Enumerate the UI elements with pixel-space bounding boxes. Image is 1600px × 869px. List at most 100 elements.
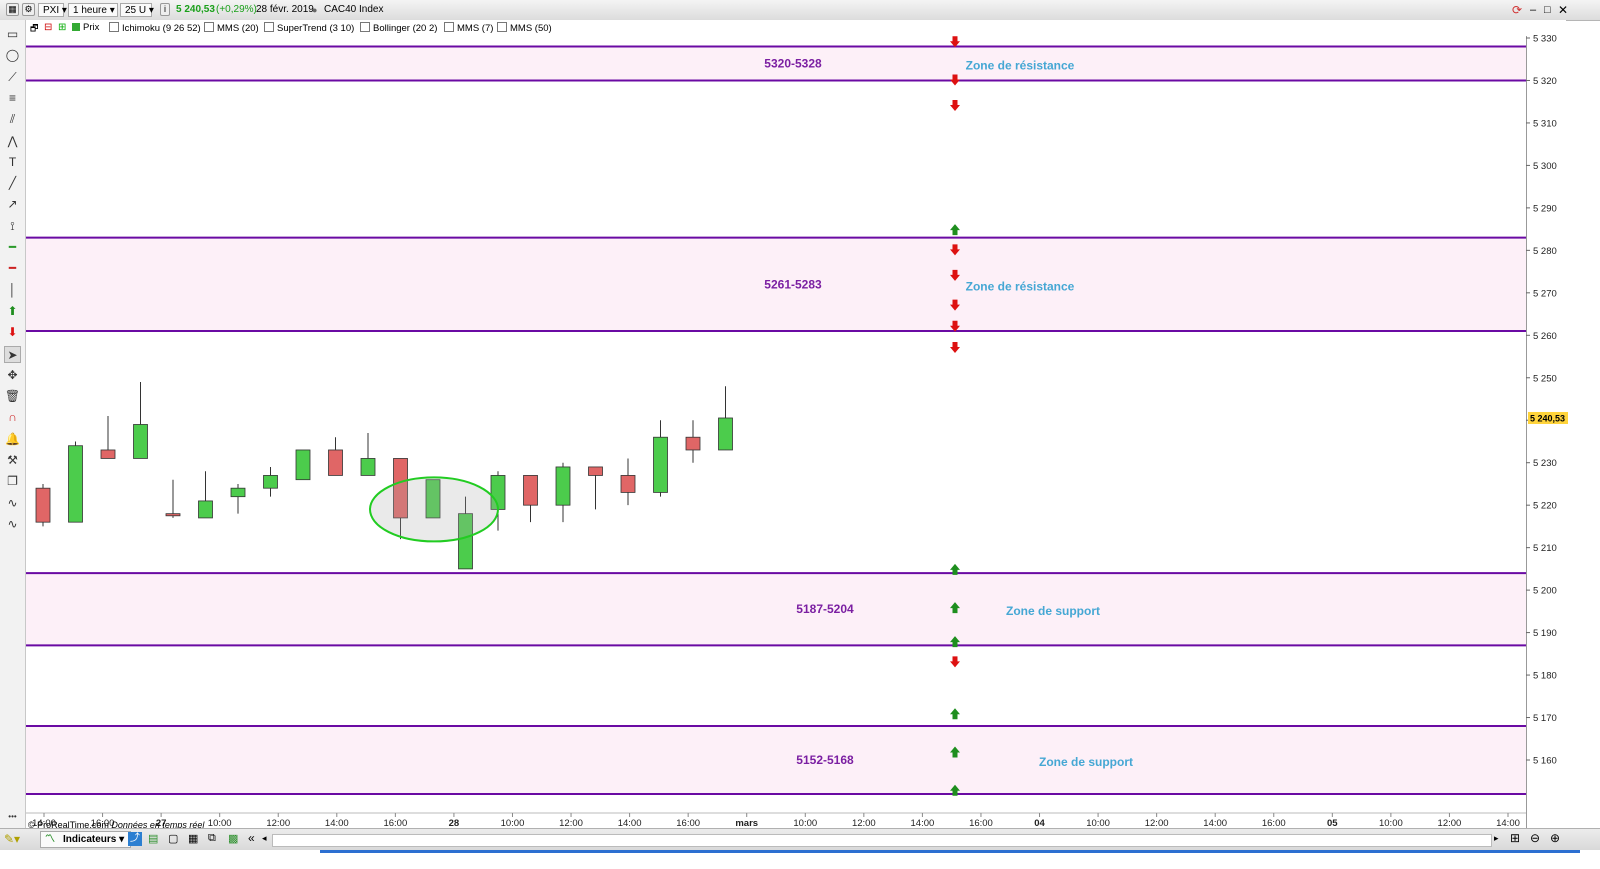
x-tick-label: 10:00 <box>793 818 817 829</box>
indicator-ichimoku[interactable]: Ichimoku (9 26 52) <box>109 22 201 34</box>
indicator-mms7[interactable]: MMS (7) <box>444 22 493 34</box>
symbol-dropdown[interactable]: PXI ▾ <box>38 3 67 17</box>
layout-icon[interactable]: ▦ <box>6 3 19 16</box>
zone-range-label: 5261-5283 <box>764 277 822 291</box>
chart-pattern-icon[interactable]: ⟋ <box>8 69 17 84</box>
indicator-mms20[interactable]: MMS (20) <box>204 22 259 34</box>
alert-bell-icon[interactable]: 🔔 <box>5 431 20 446</box>
line-icon[interactable]: ╱ <box>8 176 17 191</box>
indicators-label: Indicateurs <box>63 834 117 845</box>
x-tick-label: 12:00 <box>266 818 290 829</box>
y-tick-label: 5 270 <box>1533 288 1557 299</box>
rectangle-icon[interactable]: ▭ <box>6 27 19 41</box>
units-dropdown[interactable]: 25 U ▾ <box>120 3 154 17</box>
trash-icon[interactable]: 🗑 <box>4 389 21 404</box>
indicator-prix[interactable]: Prix <box>72 22 99 34</box>
drawing-toolbar: ▭ ◯ ⟋ ≡ ⫽ ⋀ T ╱ ↗ ⟟ ━ ━ │ ⬆ ⬇ ➤ ✥ 🗑 ∩ 🔔 ⚒ ❐ ∿ ∿ ••• <box>0 20 26 850</box>
status-dot-icon: ● <box>312 5 318 15</box>
indicator-bollinger[interactable]: Bollinger (20 2) <box>360 22 437 34</box>
y-tick-label: 5 250 <box>1533 373 1557 384</box>
time-scrollbar[interactable] <box>272 834 1492 847</box>
zoom-in-icon[interactable]: ⊕ <box>1550 831 1561 845</box>
copy-icon[interactable]: ❐ <box>7 474 18 489</box>
candle-up <box>230 487 246 498</box>
share-icon[interactable]: ⤴ <box>128 832 142 846</box>
horizontal-red-icon[interactable]: ━ <box>8 261 17 276</box>
realtime-text: Données en temps réel <box>111 820 205 830</box>
y-tick-label: 5 230 <box>1533 458 1557 469</box>
brush-icon[interactable]: ⚒ <box>7 453 18 467</box>
x-tick-label: 12:00 <box>852 818 876 829</box>
info-icon[interactable]: i <box>160 3 170 16</box>
ellipse-icon[interactable]: ◯ <box>5 48 20 63</box>
magnet-icon[interactable]: ∩ <box>8 410 17 425</box>
zoom-area-icon[interactable]: ⊞ <box>1510 831 1521 845</box>
indicator-supertrend[interactable]: SuperTrend (3 10) <box>264 22 354 34</box>
indicator-mms50[interactable]: MMS (50) <box>497 22 552 34</box>
candle-down <box>588 466 603 476</box>
scroll-start-icon[interactable]: « <box>248 831 255 845</box>
candle-down <box>620 475 636 493</box>
candle-up <box>360 458 376 476</box>
y-tick-label: 5 180 <box>1533 671 1557 682</box>
maximize-icon[interactable]: □ <box>1544 4 1551 16</box>
vertical-line-icon[interactable]: │ <box>8 282 17 297</box>
candle-up <box>458 513 473 570</box>
last-price-label: 5 240,53 <box>1530 413 1565 423</box>
add-indicator-icon[interactable]: ⊞ <box>58 22 67 33</box>
indicator-label: Bollinger (20 2) <box>373 23 438 34</box>
timeframe-label: 1 heure <box>73 5 107 16</box>
move-icon[interactable]: ✥ <box>7 367 18 382</box>
candle-up <box>68 445 83 523</box>
horizontal-green-icon[interactable]: ━ <box>8 240 17 254</box>
wave-alt-icon[interactable]: ∿ <box>7 516 18 531</box>
refresh-icon[interactable]: ⟳ <box>1512 3 1523 17</box>
zone-band <box>26 726 1526 794</box>
fibonacci-icon[interactable]: ≡ <box>8 90 16 105</box>
zone-name-label: Zone de support <box>1006 604 1100 618</box>
text-icon[interactable]: T <box>8 154 17 169</box>
buy-arrow-icon[interactable]: ⬆ <box>7 303 18 318</box>
timeframe-dropdown[interactable]: 1 heure ▾ <box>68 3 118 17</box>
window-icon[interactable]: 🗗 <box>30 23 39 33</box>
chat-icon[interactable]: ▢ <box>168 833 179 845</box>
scroll-right-icon[interactable]: ▸ <box>1494 833 1499 843</box>
candle-up <box>555 466 571 506</box>
close-icon[interactable]: ✕ <box>1558 3 1569 17</box>
zone-range-label: 5320-5328 <box>764 56 822 70</box>
templates-icon[interactable]: ⧉ <box>208 832 216 844</box>
arrow-line-icon[interactable]: ↗ <box>7 197 18 212</box>
checkbox-icon <box>109 22 119 32</box>
more-tools-icon[interactable]: ••• <box>8 812 17 821</box>
x-tick-label: 10:00 <box>1086 818 1110 829</box>
candle-down <box>35 487 51 523</box>
calendar-icon[interactable]: ▦ <box>188 833 199 845</box>
fan-icon[interactable]: ⋀ <box>7 133 18 148</box>
candle-up <box>133 424 148 459</box>
strategy-icon[interactable]: ▩ <box>228 833 239 845</box>
symbol-label: PXI <box>43 5 60 16</box>
scroll-left-icon[interactable]: ◂ <box>262 833 267 843</box>
buy-arrow <box>950 224 960 236</box>
zone-name-label: Zone de résistance <box>966 58 1075 72</box>
x-tick-label: mars <box>735 818 758 829</box>
wave-icon[interactable]: ∿ <box>7 495 18 510</box>
candle-down <box>100 449 116 459</box>
pitchfork-icon[interactable]: ⫽ <box>9 112 16 127</box>
screener-icon[interactable]: ▤ <box>148 833 159 845</box>
indicators-button[interactable]: 〽 Indicateurs ▾ <box>40 831 132 848</box>
settings-icon[interactable]: ⚙ <box>22 3 35 16</box>
x-tick-label: 05 <box>1327 818 1338 829</box>
candle-up <box>263 475 278 489</box>
pencil-icon[interactable]: ✎▾ <box>4 832 21 846</box>
sell-arrow-icon[interactable]: ⬇ <box>7 325 18 340</box>
minimize-icon[interactable]: – <box>1530 4 1537 16</box>
segment-icon[interactable]: ⟟ <box>10 218 15 233</box>
pointer-icon[interactable]: ➤ <box>4 345 21 363</box>
zoom-out-icon[interactable]: ⊖ <box>1530 831 1541 845</box>
zones-layer: 5320-5328 Zone de résistance 5261-5283 Zone… <box>26 45 1526 795</box>
remove-indicator-icon[interactable]: ⊟ <box>44 22 53 33</box>
indicator-label: MMS (20) <box>217 23 259 34</box>
indicator-label: Ichimoku (9 26 52) <box>122 23 201 34</box>
